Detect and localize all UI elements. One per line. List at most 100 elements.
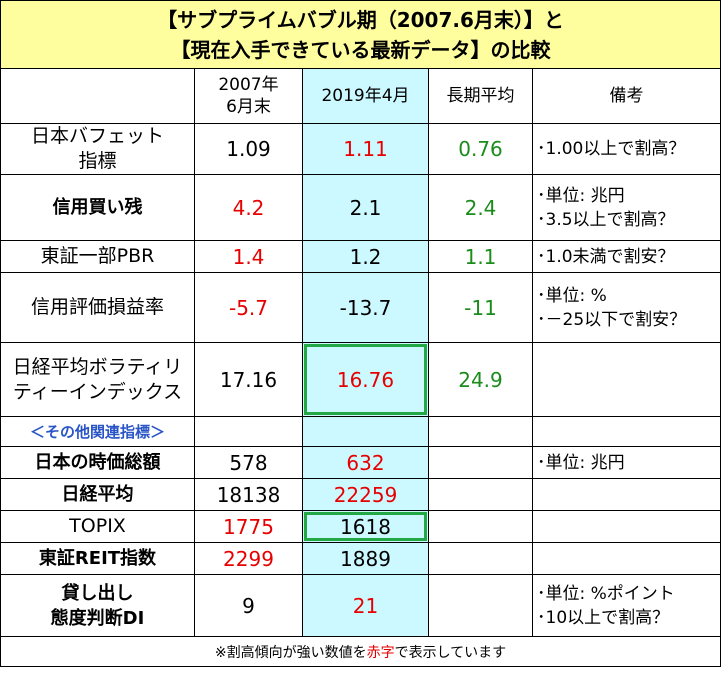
remarks-cell: ･1.0未満で割安？ <box>531 240 722 273</box>
table-row: TOPIX 1775 1618 <box>0 510 722 543</box>
value-2007: 1775 <box>194 510 303 543</box>
title-line-2: 【現在入手できている最新データ】の比較 <box>170 37 551 62</box>
value-2019: 1.2 <box>302 240 429 273</box>
row-label: 信用評価損益率 <box>0 272 195 343</box>
value-average: -11 <box>428 272 533 343</box>
remark-line: ･1.00以上で割高？ <box>537 139 686 159</box>
value-2019: 1618 <box>302 510 429 543</box>
remark-line: ･3.5以上で割高？ <box>537 209 675 230</box>
empty-cell <box>531 416 722 447</box>
header-remarks: 備考 <box>531 68 722 124</box>
value-2007: 1.4 <box>194 240 303 273</box>
remarks-cell: ･1.00以上で割高？ <box>531 123 722 175</box>
value-2019: 21 <box>302 574 429 637</box>
footer-red-word: 赤字 <box>366 644 395 661</box>
empty-cell <box>531 478 722 511</box>
header-2007-line2: 6月末 <box>226 97 271 117</box>
table-row: 日経平均ボラティリ ティーインデックス 17.16 16.76 24.9 <box>0 342 722 417</box>
remark-line: ･単位: 兆円 <box>537 185 625 206</box>
empty-cell <box>428 478 533 511</box>
empty-cell <box>302 416 429 447</box>
header-2019: 2019年4月 <box>302 68 429 124</box>
remark-line: ･単位: % <box>537 285 607 306</box>
value-2019: 1.11 <box>302 123 429 175</box>
empty-cell <box>428 446 533 479</box>
value-average: 0.76 <box>428 123 533 175</box>
empty-cell <box>531 510 722 543</box>
table-row: 東証REIT指数 2299 1889 <box>0 542 722 575</box>
title-line-1: 【サブプライムバブル期（2007.6月末）】と <box>157 7 564 32</box>
row-label-line: 態度判断DI <box>50 607 145 629</box>
row-label: 日経平均ボラティリ ティーインデックス <box>0 342 195 417</box>
footer-note: ※割高傾向が強い数値を赤字で表示しています <box>0 636 722 667</box>
table-row: 貸し出し 態度判断DI 9 21 ･単位: %ポイント ･10以上で割高？ <box>0 574 722 637</box>
table-row: 日経平均 18138 22259 <box>0 478 722 511</box>
header-blank <box>0 68 195 124</box>
subheader-row: ＜その他関連指標＞ <box>0 416 722 447</box>
value-2007: 4.2 <box>194 174 303 241</box>
value-2019: -13.7 <box>302 272 429 343</box>
empty-cell <box>428 416 533 447</box>
remark-line: ･単位: 兆円 <box>537 452 625 473</box>
remark-line: ･－25以下で割安？ <box>537 309 687 330</box>
table-row: 日本の時価総額 578 632 ･単位: 兆円 <box>0 446 722 479</box>
empty-cell <box>428 542 533 575</box>
remarks-cell: ･単位: 兆円 ･3.5以上で割高？ <box>531 174 722 241</box>
title-row: 【サブプライムバブル期（2007.6月末）】と 【現在入手できている最新データ】… <box>0 0 722 69</box>
remarks-cell <box>531 342 722 417</box>
remarks-cell: ･単位: %ポイント ･10以上で割高？ <box>531 574 722 637</box>
title-cell: 【サブプライムバブル期（2007.6月末）】と 【現在入手できている最新データ】… <box>0 0 722 69</box>
row-label: 東証REIT指数 <box>0 542 195 575</box>
subheader-label: ＜その他関連指標＞ <box>0 416 195 447</box>
remark-line: ･単位: %ポイント <box>537 583 675 604</box>
table-row: 信用買い残 4.2 2.1 2.4 ･単位: 兆円 ･3.5以上で割高？ <box>0 174 722 241</box>
value-2019: 632 <box>302 446 429 479</box>
remarks-cell: ･単位: 兆円 <box>531 446 722 479</box>
empty-cell <box>428 510 533 543</box>
value-2019: 1889 <box>302 542 429 575</box>
footer-row: ※割高傾向が強い数値を赤字で表示しています <box>0 636 722 667</box>
empty-cell <box>428 574 533 637</box>
value-average: 24.9 <box>428 342 533 417</box>
row-label-line: 日本バフェット <box>30 125 164 147</box>
row-label: 東証一部PBR <box>0 240 195 273</box>
value-2007: 18138 <box>194 478 303 511</box>
footer-text-before: ※割高傾向が強い数値を <box>214 644 367 661</box>
value-2007: 2299 <box>194 542 303 575</box>
row-label: 日本の時価総額 <box>0 446 195 479</box>
row-label: 貸し出し 態度判断DI <box>0 574 195 637</box>
value-2019: 22259 <box>302 478 429 511</box>
value-2007: 9 <box>194 574 303 637</box>
header-2007: 2007年 6月末 <box>194 68 303 124</box>
header-2007-line1: 2007年 <box>218 75 279 95</box>
row-label-line: 指標 <box>78 150 117 172</box>
row-label-line: 日経平均ボラティリ <box>12 355 183 378</box>
value-2007: -5.7 <box>194 272 303 343</box>
remarks-cell: ･単位: % ･－25以下で割安？ <box>531 272 722 343</box>
remark-line: ･10以上で割高？ <box>537 607 670 628</box>
empty-cell <box>531 542 722 575</box>
value-2007: 1.09 <box>194 123 303 175</box>
value-2007: 578 <box>194 446 303 479</box>
row-label: 日経平均 <box>0 478 195 511</box>
row-label-line: ティーインデックス <box>12 380 183 403</box>
row-label: TOPIX <box>0 510 195 543</box>
value-2019: 2.1 <box>302 174 429 241</box>
row-label: 日本バフェット 指標 <box>0 123 195 175</box>
value-2019: 16.76 <box>302 342 429 417</box>
value-average: 1.1 <box>428 240 533 273</box>
table-row: 日本バフェット 指標 1.09 1.11 0.76 ･1.00以上で割高？ <box>0 123 722 175</box>
table-row: 信用評価損益率 -5.7 -13.7 -11 ･単位: % ･－25以下で割安？ <box>0 272 722 343</box>
empty-cell <box>194 416 303 447</box>
row-label: 信用買い残 <box>0 174 195 241</box>
table-row: 東証一部PBR 1.4 1.2 1.1 ･1.0未満で割安？ <box>0 240 722 273</box>
remark-line: ･1.0未満で割安？ <box>537 246 675 267</box>
value-average: 2.4 <box>428 174 533 241</box>
header-average: 長期平均 <box>428 68 533 124</box>
footer-text-after: で表示しています <box>394 644 507 661</box>
header-row: 2007年 6月末 2019年4月 長期平均 備考 <box>0 68 722 124</box>
value-2007: 17.16 <box>194 342 303 417</box>
row-label-line: 貸し出し <box>61 582 134 604</box>
